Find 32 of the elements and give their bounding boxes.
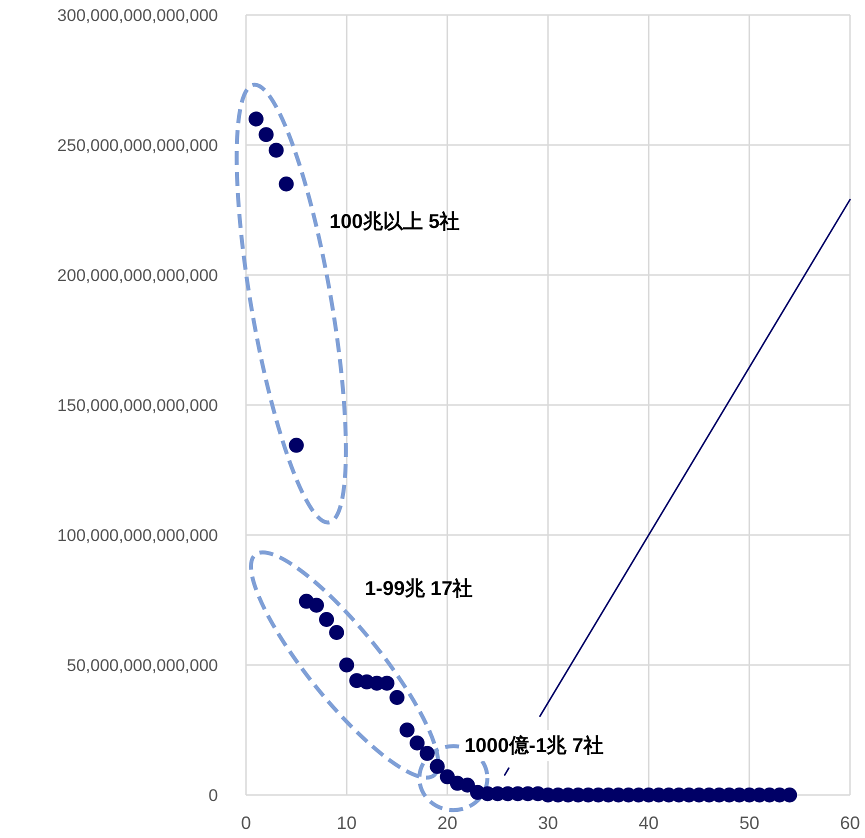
x-tick-label: 50: [739, 813, 760, 833]
point: [430, 758, 445, 774]
x-tick-label: 40: [638, 813, 659, 833]
point: [308, 598, 324, 613]
point: [248, 112, 264, 126]
annotation: 100兆以上 5社: [330, 210, 460, 234]
x-tick-label: 30: [538, 813, 558, 833]
point: [410, 736, 425, 750]
x-tick-label: 10: [336, 813, 357, 833]
point: [329, 625, 344, 640]
point: [400, 722, 415, 738]
point: [278, 176, 294, 192]
x-tick-label: 20: [437, 813, 458, 833]
y-tick-label: 200,000,000,000,000: [57, 266, 218, 285]
x-tick-label: 60: [840, 813, 860, 833]
point: [339, 658, 354, 672]
point: [390, 690, 404, 705]
y-tick-label: 0: [208, 786, 218, 805]
point: [288, 438, 304, 453]
y-tick-label: 150,000,000,000,000: [57, 396, 218, 415]
annotation: 1-99兆 17社: [364, 576, 473, 600]
y-tick-label: 50,000,000,000,000: [66, 656, 218, 675]
point: [319, 612, 334, 627]
y-tick-label: 100,000,000,000,000: [57, 526, 218, 545]
annotation: 1000億-1兆 7社: [464, 734, 604, 758]
x-tick-label: 0: [240, 813, 252, 833]
y-tick-label: 300,000,000,000,000: [57, 6, 218, 25]
point: [460, 778, 475, 793]
point: [268, 142, 284, 158]
point: [258, 127, 274, 142]
y-tick-label: 250,000,000,000,000: [57, 136, 218, 155]
point: [420, 746, 435, 761]
